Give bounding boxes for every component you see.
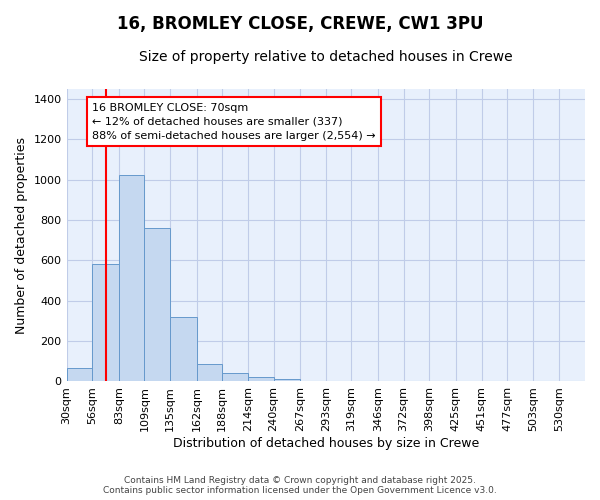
Bar xyxy=(119,174,145,382)
Bar xyxy=(92,264,119,382)
Bar xyxy=(248,378,274,382)
Bar xyxy=(145,228,170,382)
Y-axis label: Number of detached properties: Number of detached properties xyxy=(15,136,28,334)
Text: 16, BROMLEY CLOSE, CREWE, CW1 3PU: 16, BROMLEY CLOSE, CREWE, CW1 3PU xyxy=(117,15,483,33)
X-axis label: Distribution of detached houses by size in Crewe: Distribution of detached houses by size … xyxy=(173,437,479,450)
Text: 16 BROMLEY CLOSE: 70sqm
← 12% of detached houses are smaller (337)
88% of semi-d: 16 BROMLEY CLOSE: 70sqm ← 12% of detache… xyxy=(92,103,376,141)
Bar xyxy=(197,364,222,382)
Bar xyxy=(67,368,92,382)
Bar xyxy=(222,374,248,382)
Bar xyxy=(274,380,300,382)
Text: Contains HM Land Registry data © Crown copyright and database right 2025.
Contai: Contains HM Land Registry data © Crown c… xyxy=(103,476,497,495)
Bar xyxy=(300,381,326,382)
Bar xyxy=(170,317,197,382)
Title: Size of property relative to detached houses in Crewe: Size of property relative to detached ho… xyxy=(139,50,512,64)
